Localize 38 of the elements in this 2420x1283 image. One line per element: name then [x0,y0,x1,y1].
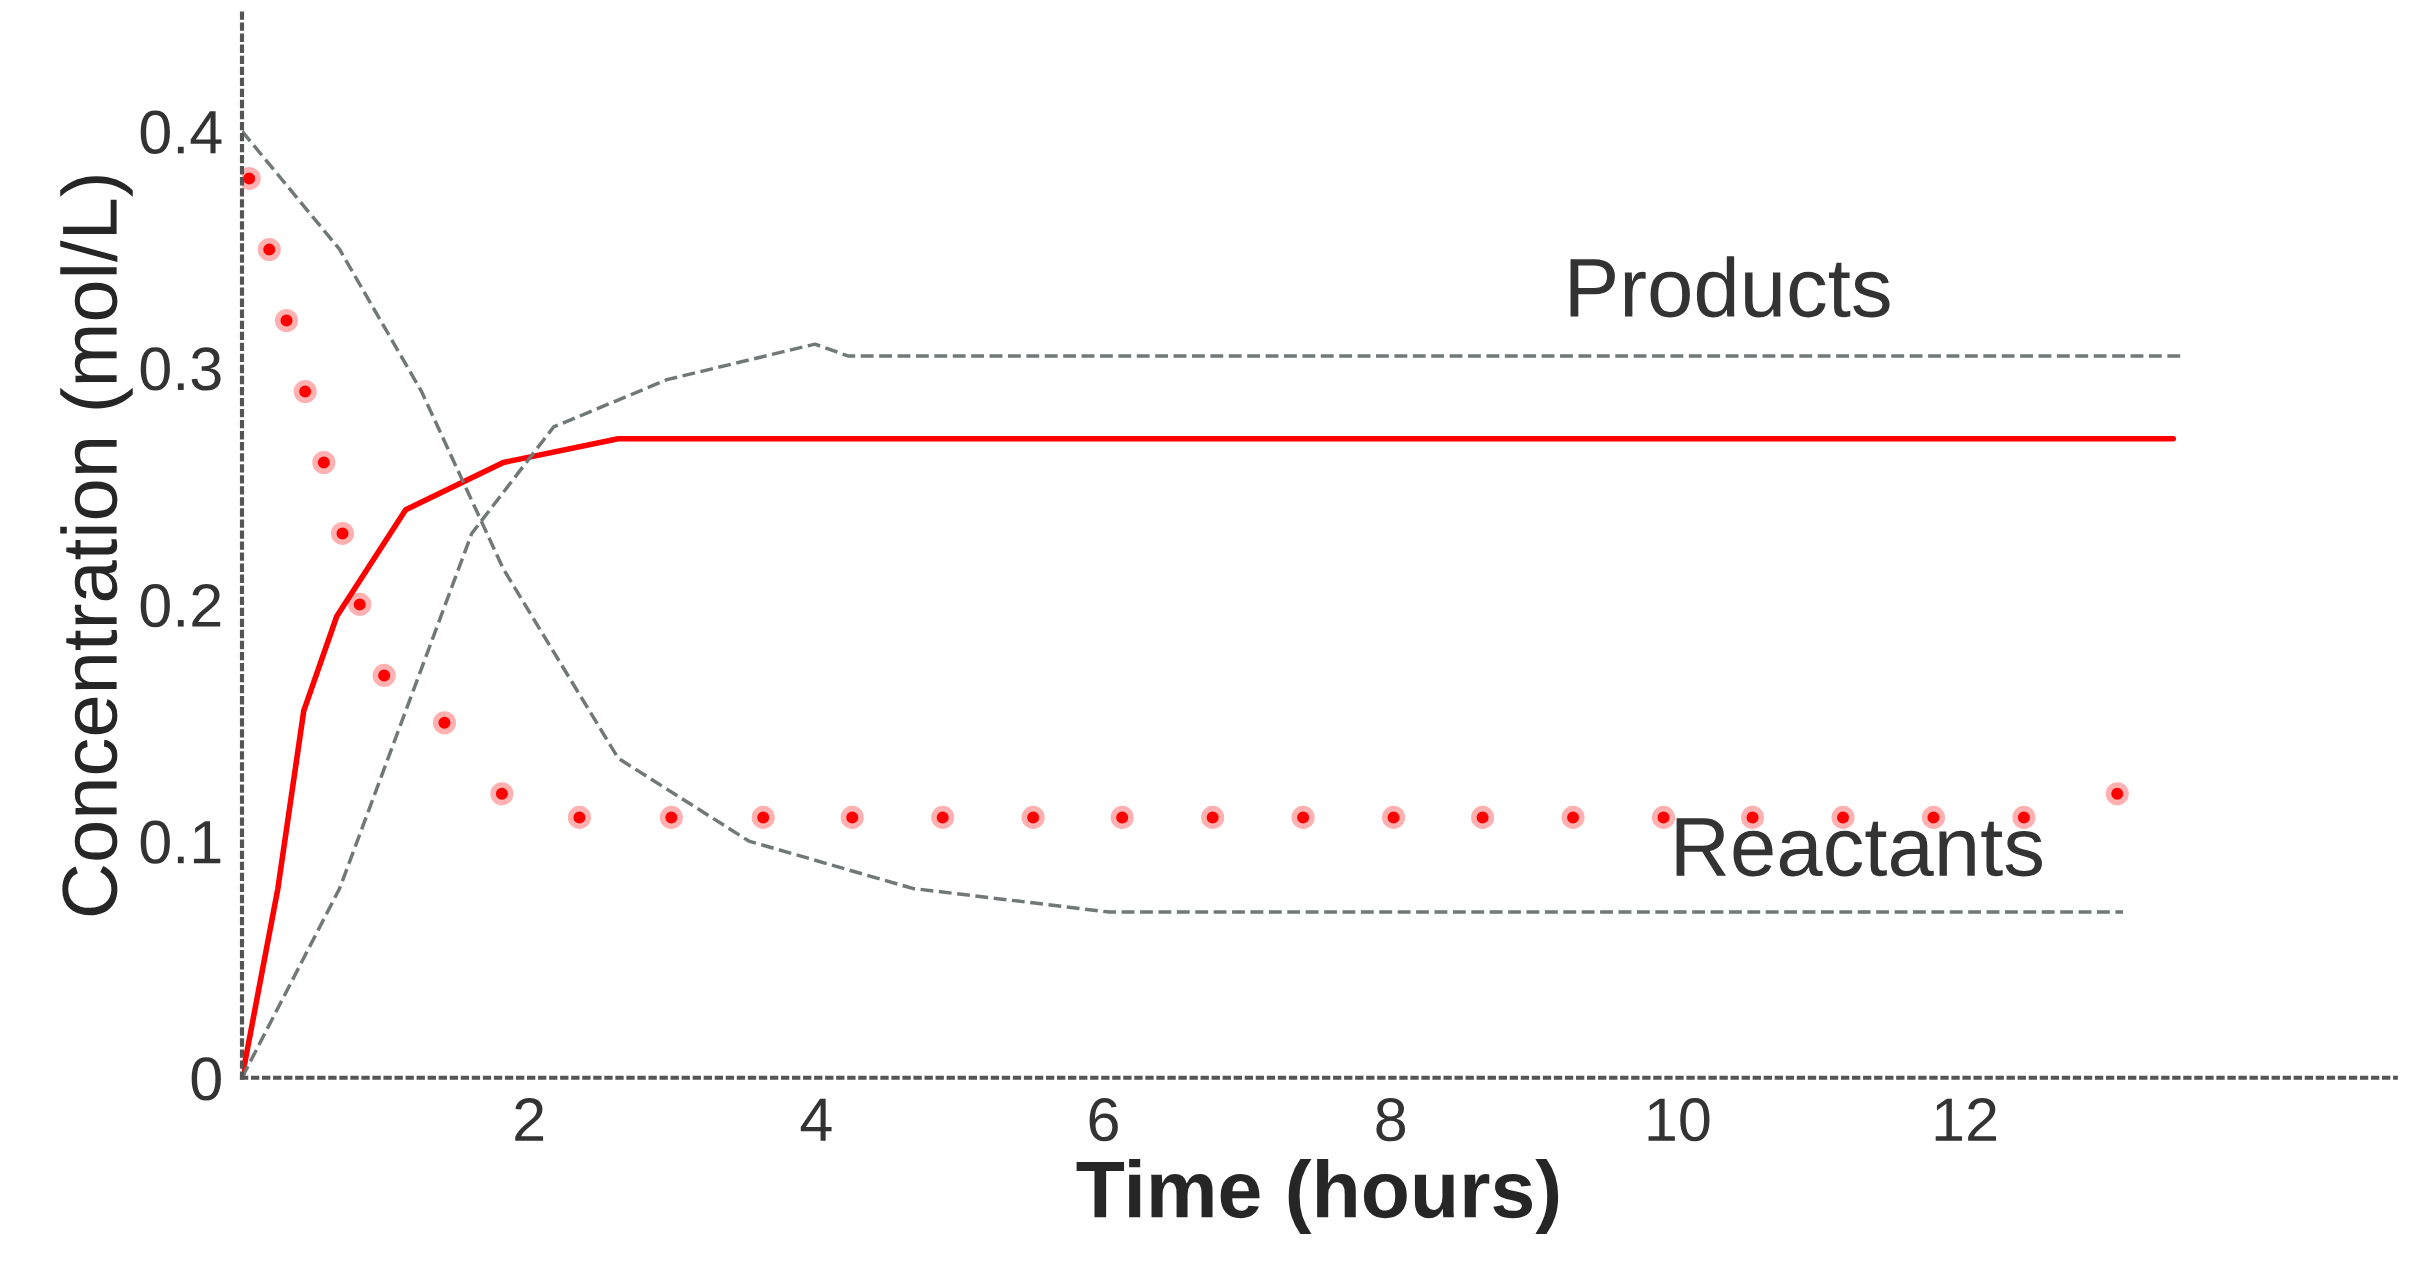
point [372,663,396,687]
point [1291,805,1315,829]
point [1110,805,1134,829]
point [274,308,299,333]
point [348,592,372,616]
point [1201,805,1225,829]
annotation: Reactants [1676,818,2042,877]
point [931,805,955,829]
point [751,805,775,829]
annotation: Products [1570,256,1890,318]
point [1382,805,1406,829]
x-tick-label: 12 [1935,1098,1996,1141]
point [330,521,355,546]
y-axis-title: Concentration (mol/L) [60,176,133,916]
point [1561,805,1585,829]
y-tick-label: 0.4 [140,110,222,154]
y-tick-label: 0.1 [140,820,221,864]
x-tick-label: 8 [1376,1098,1406,1142]
point [840,805,864,829]
point [257,237,281,262]
y-tick-label: 0.3 [140,347,221,391]
point [490,782,514,806]
point [659,805,683,829]
y-tick-label: 0 [191,1057,221,1101]
point [567,805,591,829]
point [1021,805,1045,829]
point [293,379,317,404]
point [1471,805,1495,829]
point [432,711,457,735]
x-tick-label: 4 [800,1098,832,1141]
x-tick-label: 6 [1089,1098,1118,1142]
x-tick-label: 10 [1648,1098,1710,1142]
y-tick-label: 0.2 [140,583,221,628]
x-tick-label: 2 [515,1098,544,1141]
point [1651,805,1676,829]
point [312,450,336,475]
point [2105,782,2129,806]
x-axis-title: Time (hours) [1076,1158,1559,1235]
